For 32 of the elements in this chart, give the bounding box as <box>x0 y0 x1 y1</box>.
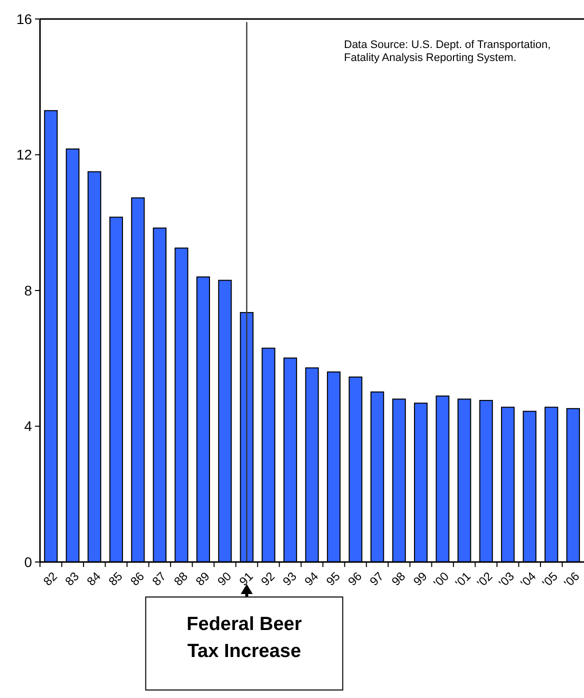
x-tick-label: 99 <box>410 568 430 589</box>
x-tick-label: 85 <box>106 568 126 589</box>
x-tick-label: '02 <box>474 568 496 590</box>
x-tick-label: 89 <box>192 568 213 589</box>
x-tick-label: 87 <box>149 568 169 589</box>
x-tick-label: 95 <box>324 568 344 589</box>
annotation: Data Source: U.S. Dept. of Transportation, Fatality Analysis Reporting System. <box>344 39 551 64</box>
x-tick-label: '06 <box>561 568 582 590</box>
x-tick-label: 93 <box>280 568 300 589</box>
x-tick-label: 92 <box>258 568 278 589</box>
y-tick-label: 4 <box>24 418 32 434</box>
x-tick-label: '01 <box>452 568 474 590</box>
x-tick-label: 96 <box>345 568 365 589</box>
x-tick-label: 91 <box>236 568 256 589</box>
x-tick-label: '04 <box>518 568 539 590</box>
x-tick-label: 98 <box>388 568 408 589</box>
x-tick-label: 86 <box>128 568 148 589</box>
x-tick-label: '03 <box>496 568 518 590</box>
x-tick-label: 94 <box>302 568 322 589</box>
x-tick-label: 90 <box>214 568 234 589</box>
x-tick-label: 82 <box>40 568 60 589</box>
x-tick-label: 83 <box>62 568 82 589</box>
x-tick-label: '05 <box>539 568 561 590</box>
text: Federal Beer Tax Increase <box>186 614 302 662</box>
y-tick-label: 12 <box>16 146 32 163</box>
y-tick-label: 16 <box>16 10 32 27</box>
x-tick-label: '00 <box>430 568 452 590</box>
x-tick-label: 88 <box>171 568 191 589</box>
y-tick-label: 8 <box>24 282 32 298</box>
x-tick-label: 97 <box>367 568 387 589</box>
x-tick-label: 84 <box>84 568 104 589</box>
y-tick-label: 0 <box>24 554 32 570</box>
